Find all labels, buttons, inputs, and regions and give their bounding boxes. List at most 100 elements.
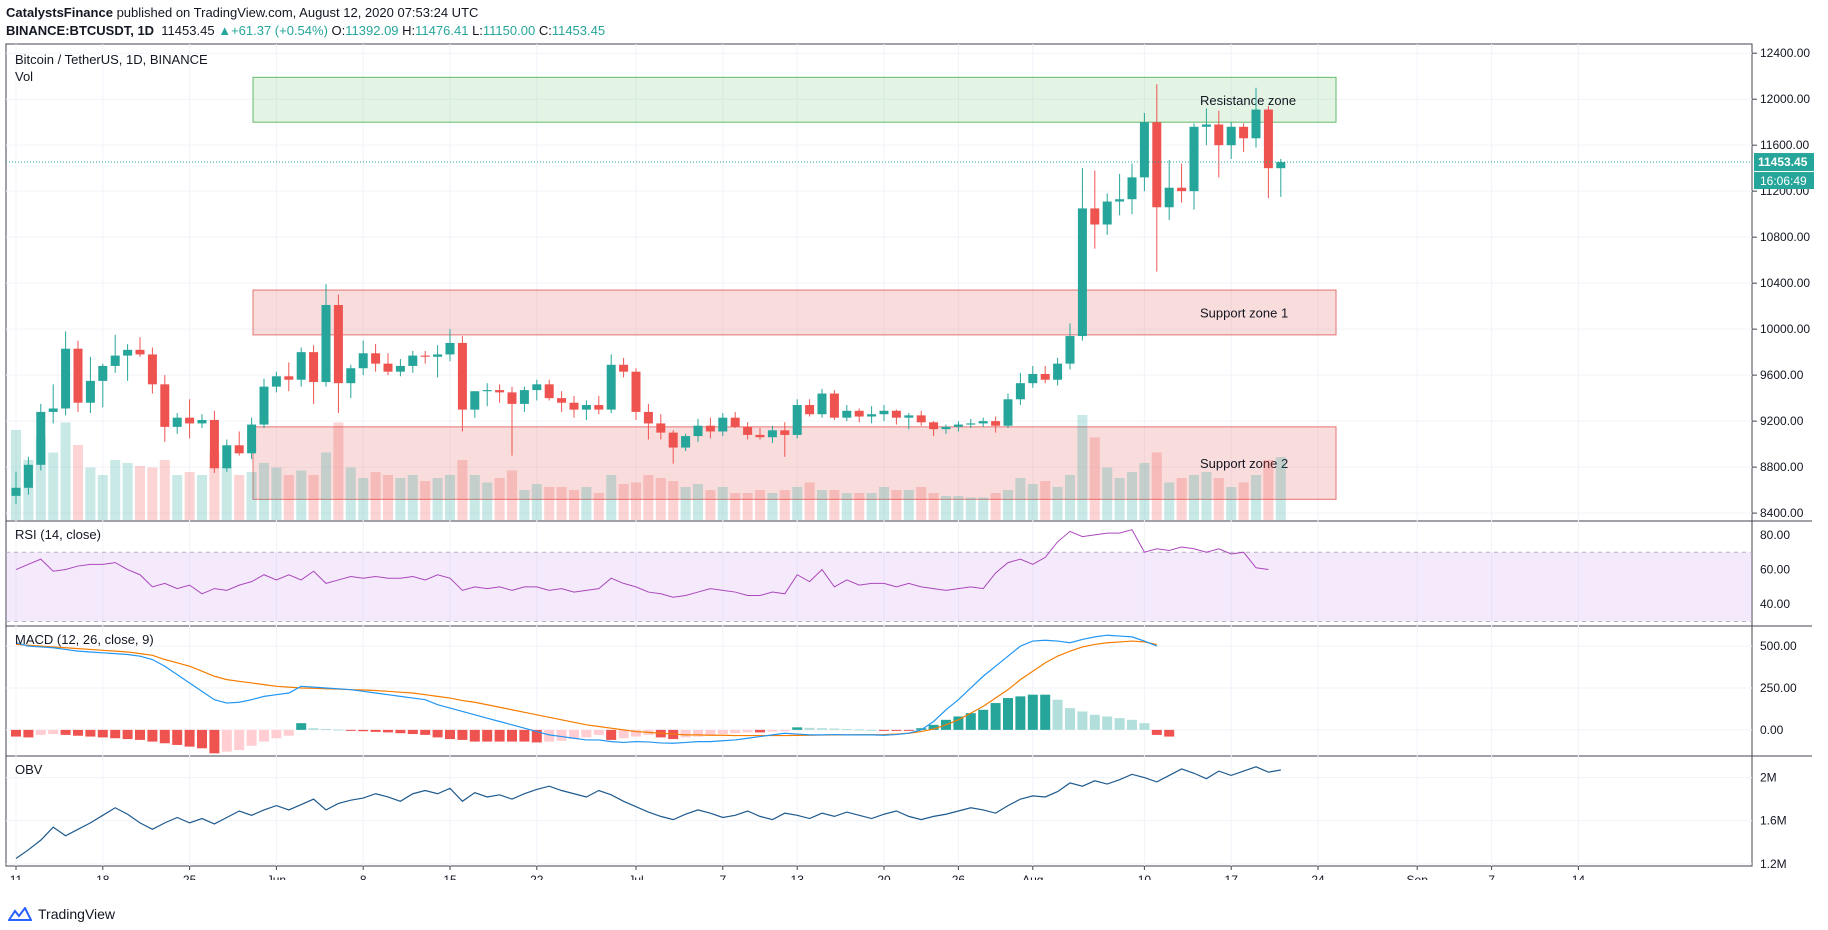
candle-body [681, 436, 691, 448]
chart-area[interactable]: Resistance zone Support zone 1 Support zon… [0, 0, 1828, 880]
candle-body [1090, 208, 1100, 225]
macd-hist-bar [283, 729, 294, 736]
candle-body [1189, 126, 1199, 192]
macd-hist-bar [469, 729, 480, 742]
macd-hist-bar [829, 728, 840, 730]
candle-body [172, 417, 182, 427]
candle-body [842, 410, 852, 418]
candle-body [395, 365, 405, 372]
candle-body [309, 352, 319, 383]
candle-body [941, 426, 951, 430]
candle-body [296, 352, 306, 380]
macd-hist-bar [383, 729, 393, 733]
macd-hist-bar [259, 729, 269, 742]
volume-bar [705, 490, 716, 520]
time-tick-label: 14 [1572, 873, 1586, 880]
volume-bar [321, 452, 331, 520]
candle-body [1077, 208, 1087, 337]
macd-hist-bar [618, 729, 629, 739]
volume-bar [345, 467, 356, 520]
macd-hist-bar [891, 729, 902, 731]
time-tick-label: 10 [1138, 873, 1152, 880]
macd-hist-bar [345, 729, 356, 731]
macd-hist-bar [965, 713, 976, 730]
time-tick-label: 11 [10, 873, 23, 880]
candle-body [482, 390, 492, 392]
candle-body [36, 411, 46, 465]
time-tick-label: 24 [1311, 873, 1325, 880]
candle-body [247, 424, 257, 454]
ohlc-line: BINANCE:BTCUSDT, 1D 11453.45 ▲+61.37 (+0… [6, 22, 605, 40]
macd-hist-bar [556, 729, 567, 741]
macd-label: MACD (12, 26, close, 9) [15, 632, 154, 647]
macd-hist-bar [420, 729, 431, 735]
price-tick-label: 8400.00 [1760, 506, 1804, 520]
macd-hist-bar [953, 716, 964, 730]
volume-bar [730, 493, 741, 520]
macd-tick-label: 0.00 [1760, 723, 1784, 737]
time-tick-label: Jul [628, 873, 643, 880]
macd-hist-bar [97, 729, 108, 738]
candle-body [1263, 109, 1273, 169]
macd-hist-bar [1089, 714, 1100, 730]
zone-label: Resistance zone [1200, 93, 1296, 108]
volume-bar [469, 475, 480, 520]
macd-hist-bar [1027, 694, 1038, 730]
candle-body [110, 355, 120, 366]
time-tick-label: 26 [952, 873, 966, 880]
rsi-band [6, 552, 1752, 622]
candle-body [1152, 122, 1162, 208]
candle-body [271, 376, 281, 387]
candle-body [581, 405, 591, 410]
price-tick-label: 10000.00 [1760, 322, 1810, 336]
volume-bar [159, 460, 170, 520]
candle-body [929, 422, 939, 430]
obv-tick-label: 2M [1760, 771, 1777, 785]
price-tick-label: 12000.00 [1760, 92, 1810, 106]
macd-hist-bar [35, 729, 46, 735]
candle-body [85, 380, 95, 403]
footer-brand[interactable]: TradingView [8, 906, 115, 922]
volume-bar [1176, 478, 1187, 520]
volume-bar [494, 478, 505, 520]
volume-bar [1027, 484, 1038, 520]
candle-body [321, 304, 331, 383]
candle-body [1276, 162, 1286, 169]
low-label: L: [472, 23, 483, 38]
volume-bar [420, 481, 431, 520]
volume-bar [60, 422, 71, 520]
candle-body [780, 430, 790, 435]
macd-hist-bar [197, 729, 207, 749]
macd-hist-bar [544, 729, 555, 742]
candle-body [904, 415, 914, 418]
candle-body [1102, 201, 1112, 225]
price-tick-label: 12400.00 [1760, 46, 1810, 60]
candle-body [48, 408, 58, 412]
candle-body [61, 348, 71, 409]
volume-bar [197, 475, 207, 520]
candle-body [718, 417, 728, 432]
volume-bar [383, 475, 393, 520]
volume-bar [1102, 467, 1113, 520]
candle-body [1028, 373, 1038, 384]
volume-bar [246, 472, 257, 520]
volume-bar [829, 490, 840, 520]
volume-bar [978, 497, 989, 520]
macd-hist-bar [494, 729, 505, 742]
volume-bar [1077, 415, 1088, 520]
candle-body [346, 368, 356, 384]
time-tick-label: 8 [360, 873, 367, 880]
macd-hist-bar [1003, 698, 1013, 730]
candle-body [383, 363, 393, 372]
volume-bar [879, 487, 889, 520]
macd-hist-bar [1015, 696, 1026, 730]
candle-body [705, 425, 715, 432]
candle-body [631, 371, 641, 412]
volume-bar [1201, 472, 1212, 520]
author-name[interactable]: CatalystsFinance [6, 5, 113, 20]
macd-hist-bar [767, 729, 778, 732]
volume-bar [184, 472, 195, 520]
volume-label: Vol [15, 69, 33, 84]
time-tick-label: 7 [719, 873, 726, 880]
macd-hist-bar [779, 729, 790, 732]
